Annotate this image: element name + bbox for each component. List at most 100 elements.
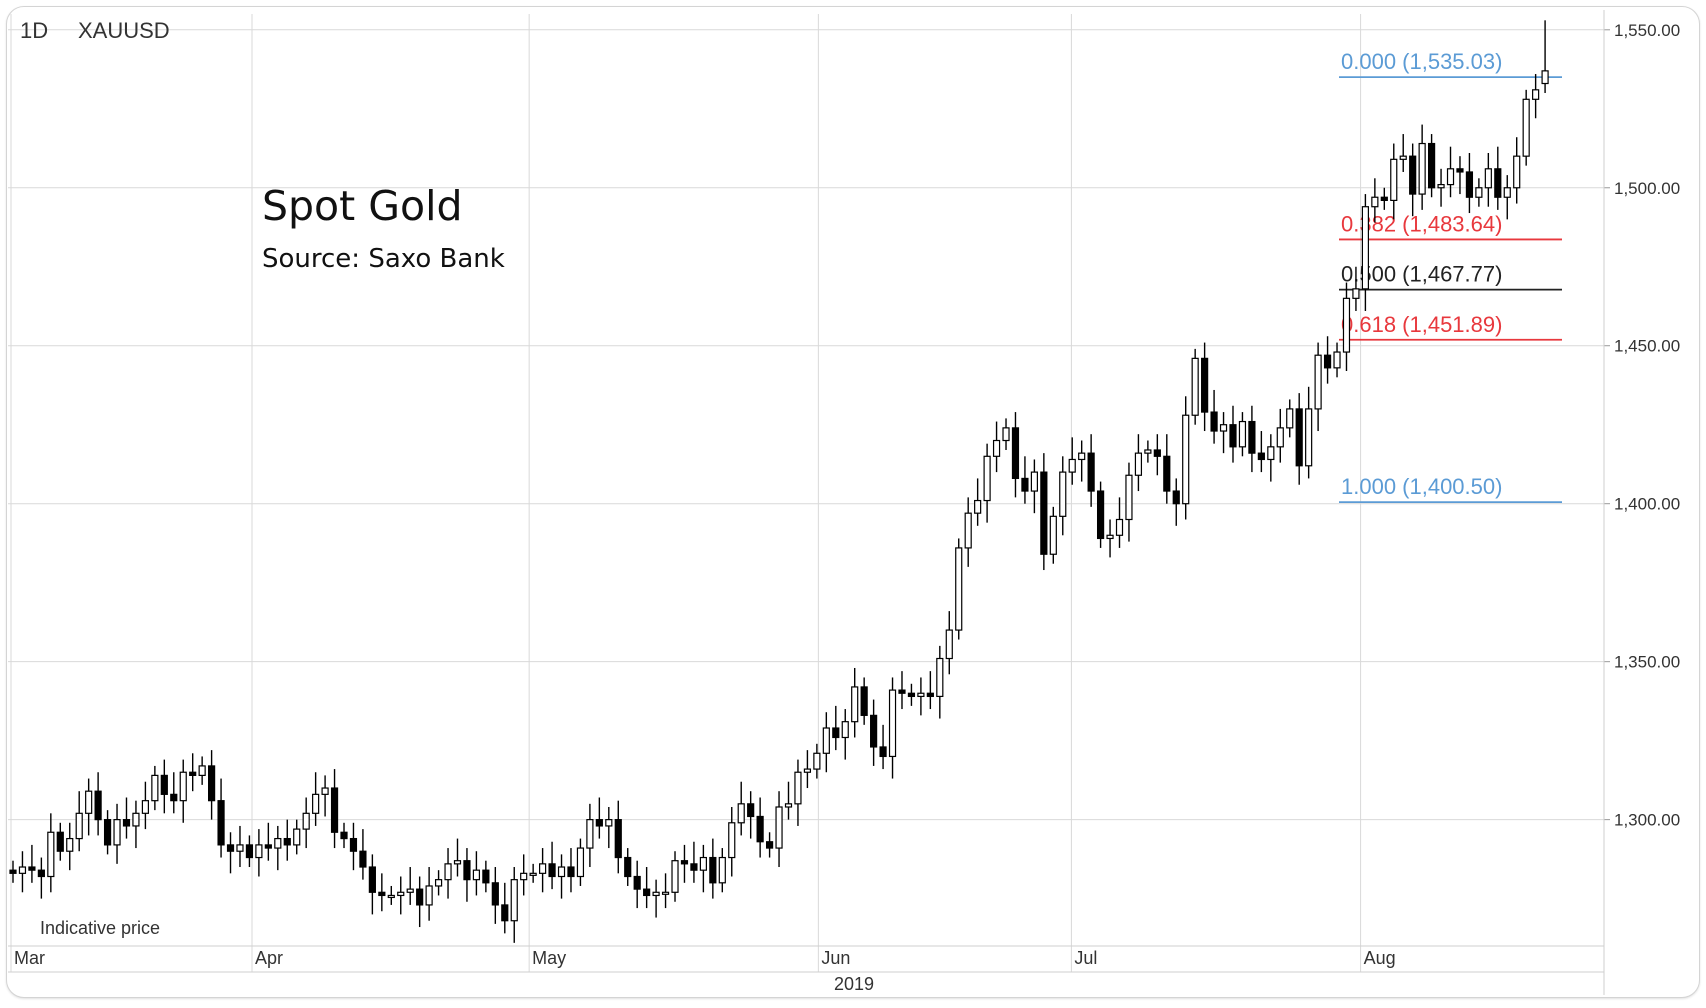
candle-down	[926, 692, 934, 698]
candle-down	[1201, 357, 1209, 413]
candle-up	[1002, 427, 1010, 442]
x-tick-label: Mar	[14, 948, 45, 968]
candle-up	[198, 765, 206, 776]
candle-up	[841, 721, 849, 739]
candle-up	[1390, 158, 1398, 201]
y-axis: 1,300.00 1,350.00 1,400.00 1,450.00 1,500.00…	[1603, 10, 1680, 995]
candle-down	[1172, 490, 1180, 505]
candle-up	[113, 819, 121, 846]
candle-down	[1248, 420, 1256, 454]
candle-down	[330, 787, 339, 833]
candle-up	[444, 863, 452, 881]
candle-down	[359, 850, 367, 868]
candle-up	[586, 819, 594, 849]
candle-up	[1352, 288, 1360, 299]
candle-down	[340, 831, 348, 840]
candle-up	[1399, 155, 1407, 160]
candle-down	[690, 863, 698, 871]
candle-up	[520, 872, 528, 881]
candle-down	[765, 841, 774, 849]
y-tick-label: 1,450.00	[1614, 337, 1680, 356]
candle-down	[368, 866, 376, 893]
candle-down	[1427, 142, 1436, 189]
candle-down	[595, 819, 603, 827]
candle-down	[501, 904, 509, 922]
candle-down	[1153, 449, 1161, 457]
candle-down	[28, 866, 36, 871]
candle-up	[718, 856, 726, 884]
candle-up	[302, 812, 310, 830]
candle-down	[1323, 354, 1332, 369]
candle-down	[548, 863, 556, 878]
candle-up	[453, 860, 462, 865]
candle-down	[245, 844, 254, 859]
y-tick-label: 1,500.00	[1614, 179, 1680, 198]
candle-down	[226, 844, 235, 852]
candle-up	[1276, 427, 1284, 448]
x-tick-label: May	[532, 948, 566, 968]
candle-up	[803, 768, 812, 773]
candle-up	[1305, 408, 1313, 467]
candle-up	[1541, 70, 1549, 85]
candle-up	[784, 803, 793, 808]
candle-up	[151, 774, 159, 802]
candle-up	[605, 819, 613, 827]
candle-up	[1049, 515, 1057, 555]
candle-down	[756, 815, 764, 843]
candle-up	[321, 787, 329, 795]
x-axis: Mar Apr May Jun Jul Aug	[8, 945, 1604, 973]
candle-up	[1286, 408, 1294, 429]
candle-down	[614, 819, 622, 859]
candle-up	[1484, 168, 1492, 189]
candle-up	[652, 891, 660, 897]
candle-up	[1238, 420, 1247, 448]
candle-down	[879, 746, 887, 758]
y-tick-label: 1,350.00	[1614, 653, 1680, 672]
candle-down	[680, 860, 689, 865]
candle-down	[378, 891, 386, 897]
candle-up	[964, 512, 972, 549]
candle-up	[1182, 414, 1190, 505]
candle-up	[141, 800, 150, 814]
candle-up	[236, 844, 244, 852]
x-tick-label: Jun	[821, 948, 850, 968]
candle-up	[775, 806, 783, 849]
candle-up	[822, 727, 830, 754]
candle-up	[1144, 449, 1152, 454]
candle-up	[1068, 458, 1076, 473]
candle-up	[1333, 351, 1341, 369]
candle-up	[529, 872, 537, 876]
candle-down	[1409, 155, 1417, 195]
candle-up	[1532, 89, 1540, 100]
chart-source: Source: Saxo Bank	[262, 244, 505, 274]
candle-up	[917, 692, 925, 698]
candle-up	[1342, 297, 1351, 353]
fib-level-label: 1.000 (1,400.50)	[1341, 474, 1502, 499]
candle-down	[1380, 196, 1388, 201]
candle-up	[406, 888, 414, 893]
candle-up	[1314, 354, 1322, 410]
symbol-label: XAUUSD	[78, 18, 170, 43]
candle-up	[1522, 98, 1530, 157]
candle-up	[1219, 424, 1228, 432]
candle-down	[1021, 477, 1029, 492]
candle-up	[699, 856, 707, 871]
candle-up	[312, 793, 320, 814]
candle-up	[47, 831, 55, 878]
candle-up	[1125, 474, 1133, 521]
candle-down	[1229, 424, 1237, 448]
candle-up	[179, 771, 187, 802]
candle-up	[1418, 142, 1426, 195]
candle-down	[870, 714, 878, 748]
candle-down	[122, 819, 131, 827]
candle-up	[737, 803, 745, 824]
year-label: 2019	[834, 974, 875, 994]
candle-down	[189, 771, 197, 776]
candle-down	[217, 800, 225, 846]
candle-down	[103, 819, 112, 846]
candle-up	[955, 547, 963, 631]
chart-grid	[8, 14, 1604, 972]
y-tick-label: 1,300.00	[1614, 811, 1680, 830]
candle-up	[66, 837, 74, 852]
